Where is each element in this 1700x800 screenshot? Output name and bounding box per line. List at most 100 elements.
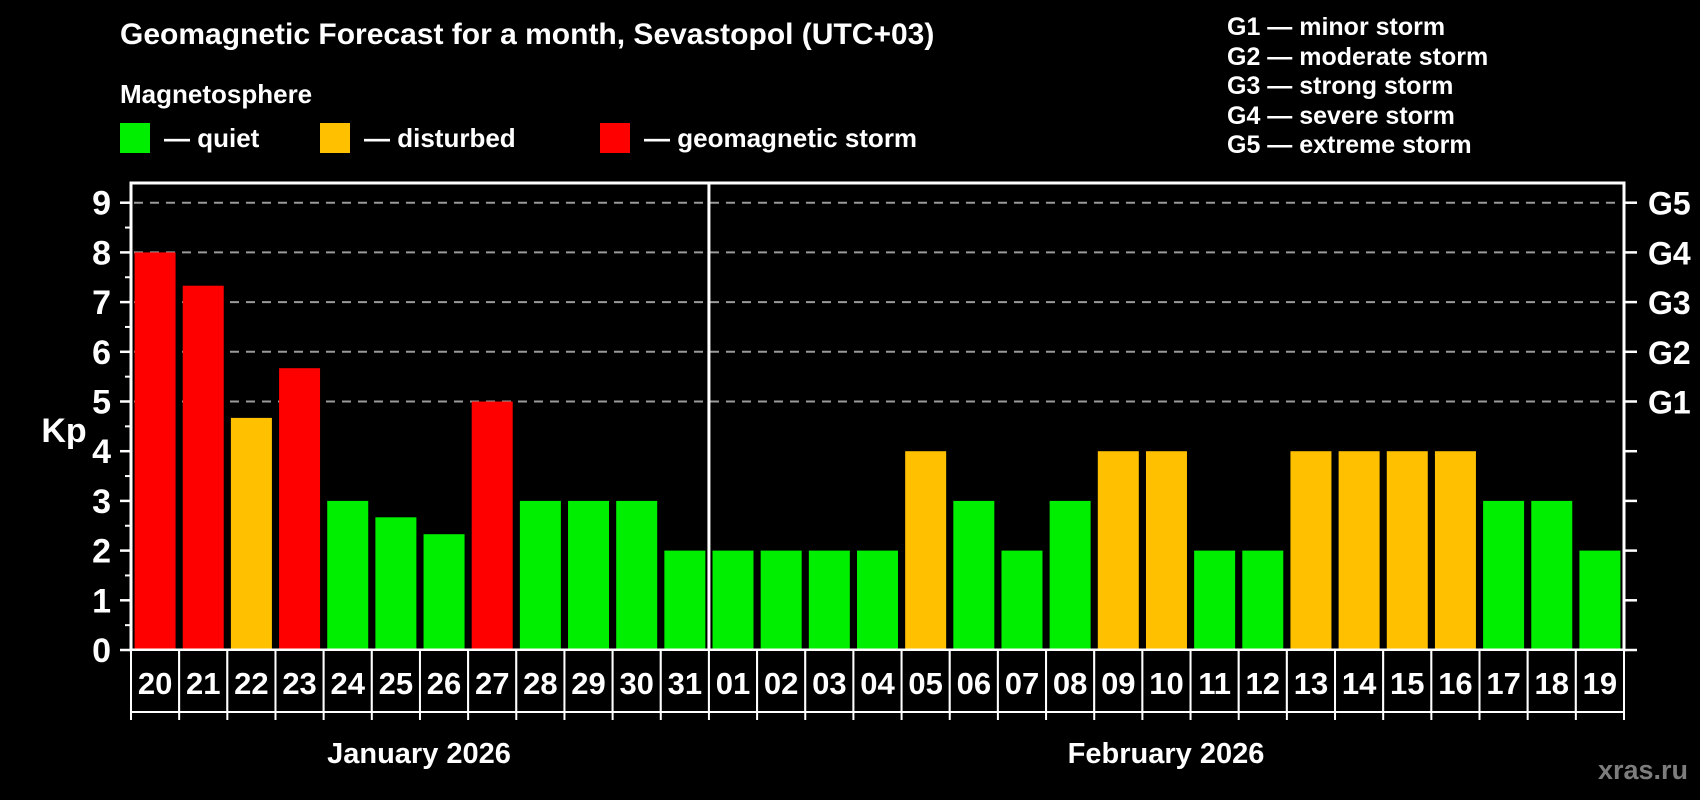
date-label-24: 24	[330, 666, 365, 701]
date-cell	[1285, 649, 1337, 713]
kp-bar-13	[1290, 451, 1332, 650]
date-label-03: 03	[812, 666, 846, 701]
legend-storm-label: — geomagnetic storm	[644, 122, 918, 153]
date-label-12: 12	[1246, 666, 1280, 701]
date-label-31: 31	[668, 666, 702, 701]
date-cell	[1574, 649, 1626, 713]
legend-quiet-label: — quiet	[164, 122, 260, 153]
date-cell	[467, 649, 518, 713]
legend-disturbed-label: — disturbed	[364, 122, 516, 153]
y-axis-label-3: 3	[92, 483, 111, 521]
date-cell	[418, 649, 470, 713]
g-scale-legend: G1 — minor storm G2 — moderate storm G3 …	[1227, 13, 1488, 161]
date-cell	[611, 649, 662, 713]
date-label-06: 06	[957, 666, 991, 701]
date-cell	[1478, 649, 1529, 713]
right-axis-label-G1: G1	[1648, 385, 1691, 421]
date-cell	[1237, 649, 1288, 713]
g2-legend-line: G2 — moderate storm	[1227, 42, 1489, 71]
date-label-11: 11	[1198, 666, 1231, 701]
date-cell	[1141, 649, 1192, 713]
y-axis-label-6: 6	[92, 334, 111, 372]
date-label-02: 02	[764, 666, 798, 701]
kp-bar-01	[712, 550, 754, 650]
right-axis-label-G5: G5	[1648, 186, 1691, 222]
date-label-29: 29	[571, 666, 605, 701]
quiet-color-swatch	[120, 123, 150, 153]
date-cell	[178, 649, 229, 713]
kp-bar-10	[1145, 451, 1187, 650]
page-title: Geomagnetic Forecast for a month, Sevast…	[120, 18, 935, 51]
g1-legend-line: G1 — minor storm	[1227, 13, 1446, 41]
g5-legend-line: G5 — extreme storm	[1227, 131, 1472, 159]
storm-color-swatch	[600, 123, 630, 153]
kp-bar-03	[808, 550, 850, 650]
date-cell	[659, 649, 710, 713]
kp-bar-02	[760, 550, 802, 650]
kp-bar-24	[327, 500, 369, 650]
date-label-10: 10	[1149, 666, 1183, 701]
date-label-22: 22	[234, 666, 268, 701]
y-axis-label-0: 0	[92, 632, 111, 670]
kp-bar-20	[134, 252, 176, 650]
date-cell	[852, 649, 903, 713]
date-label-30: 30	[619, 666, 653, 701]
kp-bar-30	[616, 500, 658, 650]
date-label-05: 05	[908, 666, 942, 701]
kp-bar-07	[1001, 550, 1043, 650]
kp-bar-12	[1242, 550, 1284, 650]
kp-bar-26	[423, 534, 465, 650]
date-label-21: 21	[186, 666, 220, 701]
date-cell	[996, 649, 1048, 713]
right-axis-label-G3: G3	[1648, 285, 1691, 321]
date-cell	[563, 649, 614, 713]
legend-item-disturbed: — disturbed	[320, 122, 516, 154]
kp-bar-15	[1386, 451, 1428, 650]
month-label-february: February 2026	[1067, 738, 1265, 770]
g3-legend-line: G3 — strong storm	[1227, 72, 1454, 100]
kp-bar-19	[1579, 550, 1621, 650]
month-label-january: January 2026	[327, 738, 511, 770]
kp-bar-18	[1531, 500, 1573, 650]
kp-bar-17	[1483, 500, 1525, 650]
kp-bar-22	[230, 417, 272, 650]
date-cell	[1334, 649, 1385, 713]
kp-bar-21	[182, 285, 224, 650]
date-cell	[707, 649, 759, 713]
date-label-26: 26	[427, 666, 461, 701]
y-axis-label-7: 7	[92, 284, 111, 322]
kp-bar-27	[471, 401, 513, 650]
date-cell	[756, 649, 807, 713]
kp-bar-14	[1338, 451, 1380, 650]
date-label-14: 14	[1342, 666, 1377, 701]
y-axis-label-5: 5	[92, 384, 111, 422]
xras-watermark: xras.ru	[1597, 755, 1688, 785]
right-axis-label-G4: G4	[1648, 235, 1691, 271]
date-cell	[804, 649, 855, 713]
date-label-15: 15	[1390, 666, 1424, 701]
date-label-25: 25	[379, 666, 413, 701]
kp-bar-25	[375, 517, 417, 650]
date-label-16: 16	[1438, 666, 1472, 701]
date-label-18: 18	[1535, 666, 1569, 701]
y-axis-label-4: 4	[92, 433, 111, 471]
kp-bar-05	[905, 451, 947, 650]
date-label-08: 08	[1053, 666, 1087, 701]
y-axis-label-9: 9	[92, 185, 111, 223]
y-axis-label-1: 1	[92, 582, 111, 620]
magnetosphere-subtitle: Magnetosphere	[120, 79, 313, 109]
kp-bar-23	[279, 368, 321, 650]
date-label-28: 28	[523, 666, 557, 701]
date-label-23: 23	[282, 666, 316, 701]
kp-axis-title: Kp	[41, 412, 86, 450]
y-axis-label-8: 8	[92, 234, 111, 272]
date-cell	[130, 649, 181, 713]
kp-bar-16	[1434, 451, 1476, 650]
date-label-01: 01	[716, 666, 750, 701]
kp-bar-11	[1194, 550, 1236, 650]
legend-item-quiet: — quiet	[120, 122, 259, 154]
y-axis-label-2: 2	[92, 533, 111, 571]
date-label-07: 07	[1005, 666, 1039, 701]
